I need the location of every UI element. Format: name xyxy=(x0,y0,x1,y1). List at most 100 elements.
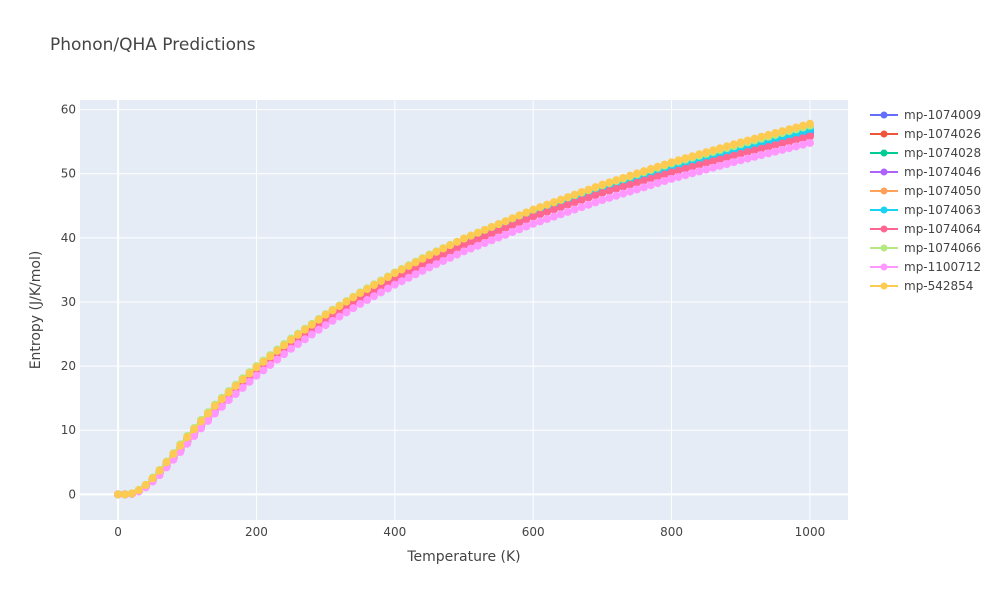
data-point xyxy=(245,369,254,378)
data-point xyxy=(300,335,309,344)
legend-item-mp-1074046[interactable]: mp-1074046 xyxy=(870,165,981,179)
legend-item-mp-542854[interactable]: mp-542854 xyxy=(870,279,973,293)
data-point xyxy=(805,119,814,128)
data-point xyxy=(570,190,579,199)
data-point xyxy=(466,244,475,253)
data-point xyxy=(453,250,462,259)
data-point xyxy=(155,466,164,475)
data-point xyxy=(508,214,517,223)
data-point xyxy=(605,186,614,195)
data-point xyxy=(736,156,745,165)
data-point xyxy=(376,288,385,297)
x-tick-label: 200 xyxy=(245,525,268,539)
data-point xyxy=(536,217,545,226)
data-point xyxy=(141,481,150,490)
legend-item-mp-1074064[interactable]: mp-1074064 xyxy=(870,222,981,236)
data-point xyxy=(418,254,427,263)
data-point xyxy=(466,231,475,240)
data-point xyxy=(356,299,365,308)
data-point xyxy=(314,325,323,334)
data-point xyxy=(397,271,406,280)
data-point xyxy=(231,381,240,390)
data-point xyxy=(487,229,496,238)
data-point xyxy=(349,304,358,313)
data-point xyxy=(736,138,745,147)
x-tick-label: 600 xyxy=(522,525,545,539)
data-point xyxy=(716,144,724,153)
data-point xyxy=(722,142,731,151)
data-point xyxy=(432,260,441,269)
data-point xyxy=(314,315,323,324)
data-point xyxy=(549,212,558,221)
y-tick-label: 0 xyxy=(68,487,76,501)
data-point xyxy=(245,377,254,386)
data-point xyxy=(460,247,468,256)
data-point xyxy=(563,207,572,216)
data-point xyxy=(293,330,302,339)
data-point xyxy=(646,164,655,173)
legend-item-mp-1074063[interactable]: mp-1074063 xyxy=(870,203,981,217)
data-point xyxy=(439,256,448,265)
data-point xyxy=(342,308,351,317)
data-point xyxy=(335,302,344,311)
data-point xyxy=(674,156,683,165)
data-point xyxy=(646,181,655,190)
data-point xyxy=(460,234,468,243)
data-point xyxy=(778,127,787,136)
data-point xyxy=(487,222,496,231)
data-point xyxy=(785,125,794,134)
y-tick-label: 30 xyxy=(61,295,76,309)
series-mp-542854 xyxy=(114,119,814,499)
data-point xyxy=(321,321,330,330)
data-point xyxy=(549,198,558,207)
data-point xyxy=(799,140,808,149)
data-point xyxy=(556,210,565,219)
legend-item-mp-1074028[interactable]: mp-1074028 xyxy=(870,146,981,160)
data-point xyxy=(238,383,247,392)
data-point xyxy=(453,244,462,253)
data-point xyxy=(577,196,586,205)
data-point xyxy=(120,490,129,499)
data-point xyxy=(376,277,385,286)
data-point xyxy=(114,490,123,499)
data-point xyxy=(224,396,233,405)
data-point xyxy=(702,165,711,174)
data-point xyxy=(176,448,185,457)
chart-title: Phonon/QHA Predictions xyxy=(50,35,256,55)
data-point xyxy=(266,360,275,369)
data-point xyxy=(397,277,406,286)
legend-item-mp-1074026[interactable]: mp-1074026 xyxy=(870,127,981,141)
data-point xyxy=(390,269,399,278)
legend-item-mp-1100712[interactable]: mp-1100712 xyxy=(870,260,981,274)
y-tick-label: 20 xyxy=(61,359,76,373)
data-point xyxy=(674,166,683,175)
data-point xyxy=(764,130,773,139)
data-point xyxy=(612,191,621,200)
data-point xyxy=(757,151,766,160)
data-point xyxy=(591,183,600,192)
data-point xyxy=(799,134,808,143)
data-point xyxy=(273,346,282,355)
legend-item-mp-1074050[interactable]: mp-1074050 xyxy=(870,184,981,198)
legend-item-mp-1074009[interactable]: mp-1074009 xyxy=(870,108,981,122)
data-point xyxy=(778,139,787,148)
legend[interactable]: mp-1074009 mp-1074026 mp-1074028 mp-1074046… xyxy=(870,108,981,293)
data-point xyxy=(536,210,545,219)
data-point xyxy=(460,240,468,249)
data-point xyxy=(653,172,662,181)
data-point xyxy=(570,205,579,214)
data-point xyxy=(757,144,766,153)
legend-item-mp-1074066[interactable]: mp-1074066 xyxy=(870,241,981,255)
data-point xyxy=(363,296,372,305)
data-point xyxy=(792,136,801,145)
legend-label: mp-1074046 xyxy=(904,165,981,179)
data-point xyxy=(612,176,621,185)
data-point xyxy=(363,285,372,294)
data-point xyxy=(563,193,572,202)
data-point xyxy=(432,247,441,256)
data-point xyxy=(626,187,635,196)
data-point xyxy=(210,401,219,410)
data-point xyxy=(134,486,143,495)
data-point xyxy=(764,142,773,151)
